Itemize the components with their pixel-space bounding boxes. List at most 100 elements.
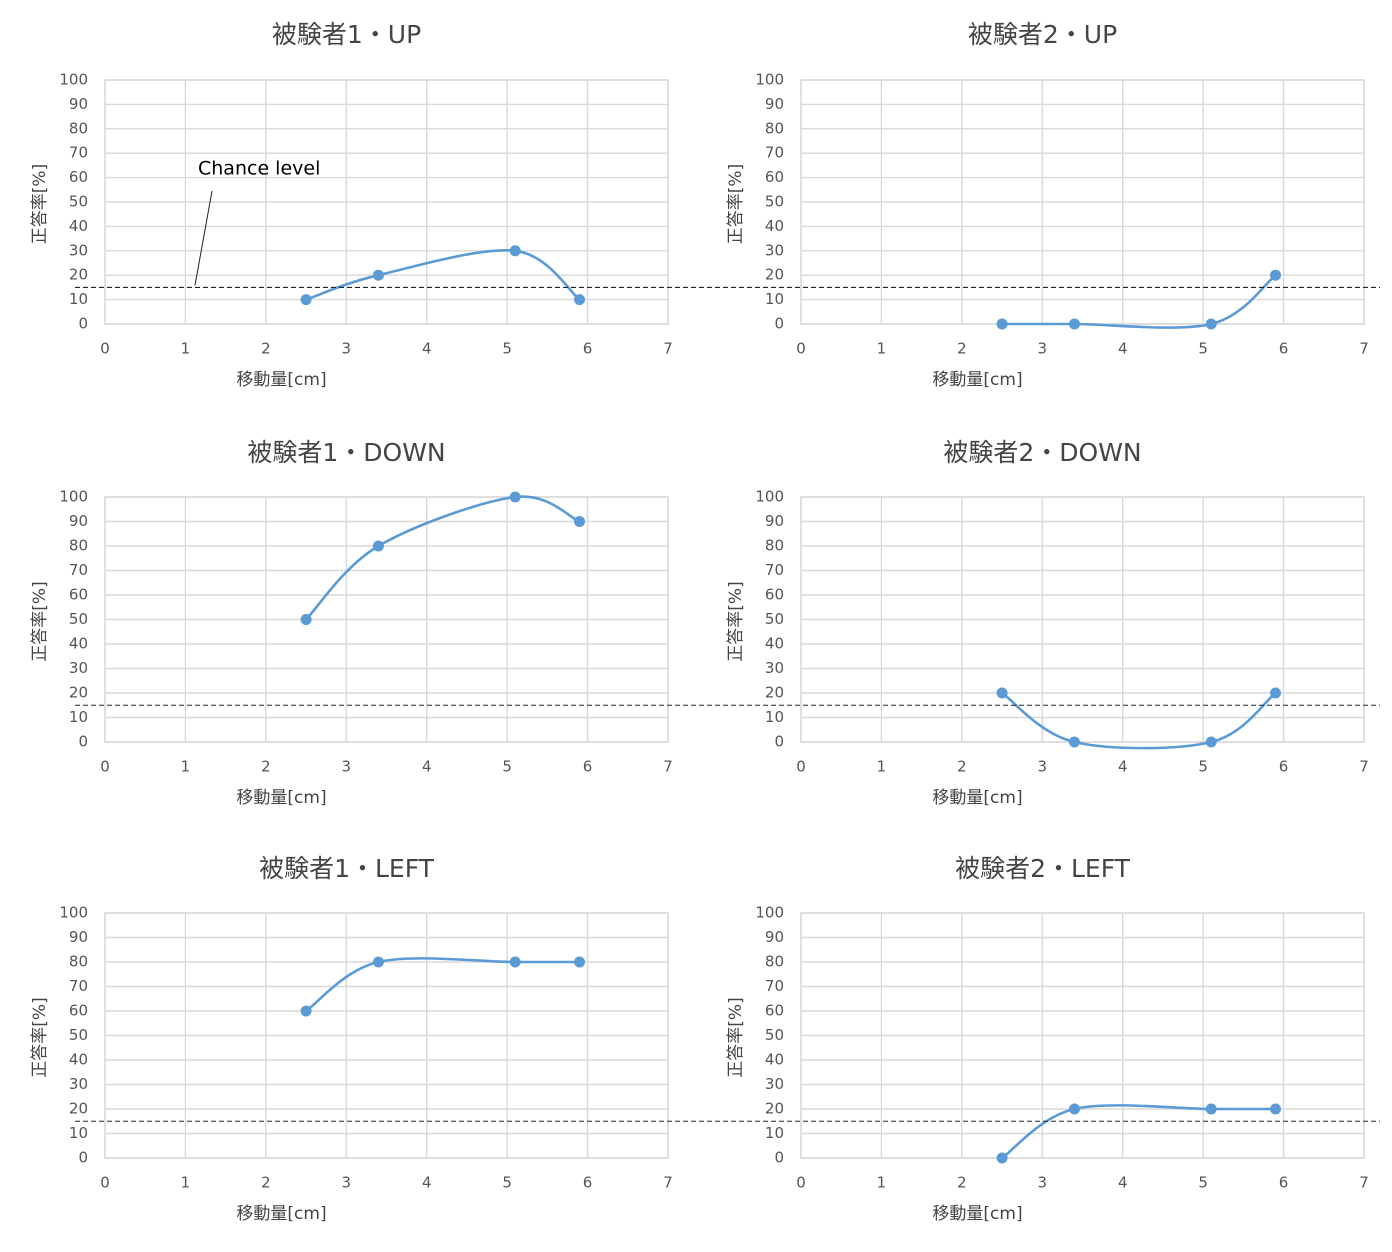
x-tick-label: 4 bbox=[422, 1174, 432, 1192]
x-tick-label: 1 bbox=[181, 1174, 191, 1192]
x-tick-label: 4 bbox=[422, 758, 432, 776]
x-tick-label: 2 bbox=[957, 758, 967, 776]
data-point bbox=[1068, 1103, 1080, 1115]
x-tick-label: 5 bbox=[1198, 758, 1208, 776]
data-point bbox=[509, 491, 521, 503]
y-tick-label: 50 bbox=[765, 610, 784, 628]
y-tick-label: 0 bbox=[774, 1149, 784, 1167]
y-tick-label: 10 bbox=[765, 708, 784, 726]
data-point bbox=[574, 516, 586, 527]
series-line bbox=[305, 495, 581, 621]
x-tick-label: 3 bbox=[342, 340, 352, 358]
x-axis-label: 移動量[cm] bbox=[236, 788, 326, 808]
chart-title: 被験者2・UP bbox=[968, 20, 1117, 49]
y-tick-label: 70 bbox=[765, 977, 784, 995]
y-tick-label: 100 bbox=[755, 488, 784, 506]
x-axis-label: 移動量[cm] bbox=[236, 370, 326, 390]
y-tick-label: 90 bbox=[69, 512, 88, 530]
chart-title: 被験者2・DOWN bbox=[943, 438, 1141, 467]
y-tick-label: 70 bbox=[765, 144, 784, 162]
y-tick-label: 70 bbox=[69, 144, 88, 162]
y-tick-label: 100 bbox=[59, 488, 88, 506]
y-tick-label: 80 bbox=[69, 119, 88, 137]
y-tick-label: 90 bbox=[69, 928, 88, 946]
chart-panel-3: 被験者1・DOWN 0 10 20 30 40 50 60 70 80 90 100 0 1 2 3 4 5 6 7 移… bbox=[30, 438, 673, 808]
y-tick-label: 10 bbox=[69, 1124, 88, 1142]
y-tick-label: 60 bbox=[765, 168, 784, 186]
data-point bbox=[996, 1152, 1008, 1164]
y-tick-label: 50 bbox=[765, 193, 784, 211]
x-tick-label: 1 bbox=[181, 340, 191, 358]
series-line bbox=[305, 957, 580, 1013]
x-tick-label: 7 bbox=[1359, 1174, 1369, 1192]
x-tick-label: 0 bbox=[796, 758, 806, 776]
y-tick-label: 40 bbox=[765, 635, 784, 653]
data-point bbox=[996, 687, 1008, 699]
x-tick-label: 7 bbox=[663, 758, 673, 776]
y-tick-label: 30 bbox=[765, 1075, 784, 1093]
y-tick-label: 40 bbox=[765, 217, 784, 235]
y-tick-label: 100 bbox=[59, 904, 88, 922]
x-tick-label: 6 bbox=[1279, 1174, 1289, 1192]
chart-panel-5: 被験者1・LEFT 0 10 20 30 40 50 60 70 80 90 100 0 1 2 3 4 5 6 7 移… bbox=[30, 854, 673, 1224]
y-tick-label: 20 bbox=[69, 684, 88, 702]
x-tick-label: 2 bbox=[261, 1174, 271, 1192]
chart-panel-1: 被験者1・UP 0 10 20 30 40 50 60 70 80 90 100 0 1 2 3 4 5 6 7 移動量… bbox=[30, 20, 673, 390]
y-tick-label: 70 bbox=[765, 561, 784, 579]
data-point bbox=[1205, 736, 1217, 748]
x-tick-label: 1 bbox=[877, 758, 887, 776]
y-tick-label: 60 bbox=[69, 586, 88, 604]
plot-frame bbox=[104, 912, 669, 1159]
x-tick-label: 6 bbox=[1279, 340, 1289, 358]
y-tick-label: 80 bbox=[765, 537, 784, 555]
data-point bbox=[1068, 736, 1080, 748]
y-tick-label: 40 bbox=[69, 635, 88, 653]
x-tick-label: 5 bbox=[502, 758, 512, 776]
data-point bbox=[574, 294, 586, 306]
x-axis-label: 移動量[cm] bbox=[932, 1204, 1022, 1224]
x-tick-label: 4 bbox=[1118, 1174, 1128, 1192]
y-axis-label: 正答率[%] bbox=[726, 164, 746, 244]
chance-level-annotation: Chance level bbox=[198, 158, 320, 180]
x-tick-label: 5 bbox=[502, 1174, 512, 1192]
y-tick-label: 20 bbox=[765, 266, 784, 284]
data-point bbox=[1068, 318, 1080, 330]
x-axis-label: 移動量[cm] bbox=[932, 370, 1022, 390]
x-tick-label: 0 bbox=[100, 1174, 110, 1192]
x-tick-label: 1 bbox=[877, 1174, 887, 1192]
x-tick-label: 7 bbox=[1359, 340, 1369, 358]
x-tick-label: 6 bbox=[1279, 758, 1289, 776]
data-point bbox=[372, 540, 384, 552]
x-tick-label: 1 bbox=[181, 758, 191, 776]
y-tick-label: 20 bbox=[69, 266, 88, 284]
data-point bbox=[509, 956, 521, 968]
x-tick-label: 6 bbox=[583, 340, 593, 358]
x-tick-label: 5 bbox=[1198, 340, 1208, 358]
chart-title: 被験者1・UP bbox=[272, 20, 421, 49]
x-tick-label: 2 bbox=[261, 758, 271, 776]
x-tick-label: 7 bbox=[663, 340, 673, 358]
plot-frame bbox=[800, 912, 1365, 1159]
y-tick-label: 50 bbox=[765, 1026, 784, 1044]
x-tick-label: 3 bbox=[1038, 758, 1048, 776]
x-tick-label: 5 bbox=[1198, 1174, 1208, 1192]
y-tick-label: 40 bbox=[69, 1051, 88, 1069]
x-axis-label: 移動量[cm] bbox=[236, 1204, 326, 1224]
data-point bbox=[996, 318, 1008, 330]
x-tick-label: 3 bbox=[342, 758, 352, 776]
data-point bbox=[300, 614, 312, 625]
x-tick-label: 2 bbox=[957, 1174, 967, 1192]
chart-panel-6: 被験者2・LEFT 0 10 20 30 40 50 60 70 80 90 100 0 1 2 3 4 5 6 7 移… bbox=[726, 854, 1369, 1224]
data-point bbox=[574, 956, 586, 968]
x-tick-label: 3 bbox=[1038, 340, 1048, 358]
plot-frame bbox=[104, 496, 669, 743]
data-point bbox=[1270, 687, 1282, 699]
data-point bbox=[372, 956, 384, 968]
y-tick-label: 10 bbox=[765, 1124, 784, 1142]
x-tick-label: 5 bbox=[502, 340, 512, 358]
y-tick-label: 30 bbox=[69, 659, 88, 677]
data-point bbox=[1270, 269, 1282, 281]
x-tick-label: 4 bbox=[1118, 340, 1128, 358]
y-tick-label: 10 bbox=[69, 290, 88, 308]
data-point bbox=[1205, 318, 1217, 330]
